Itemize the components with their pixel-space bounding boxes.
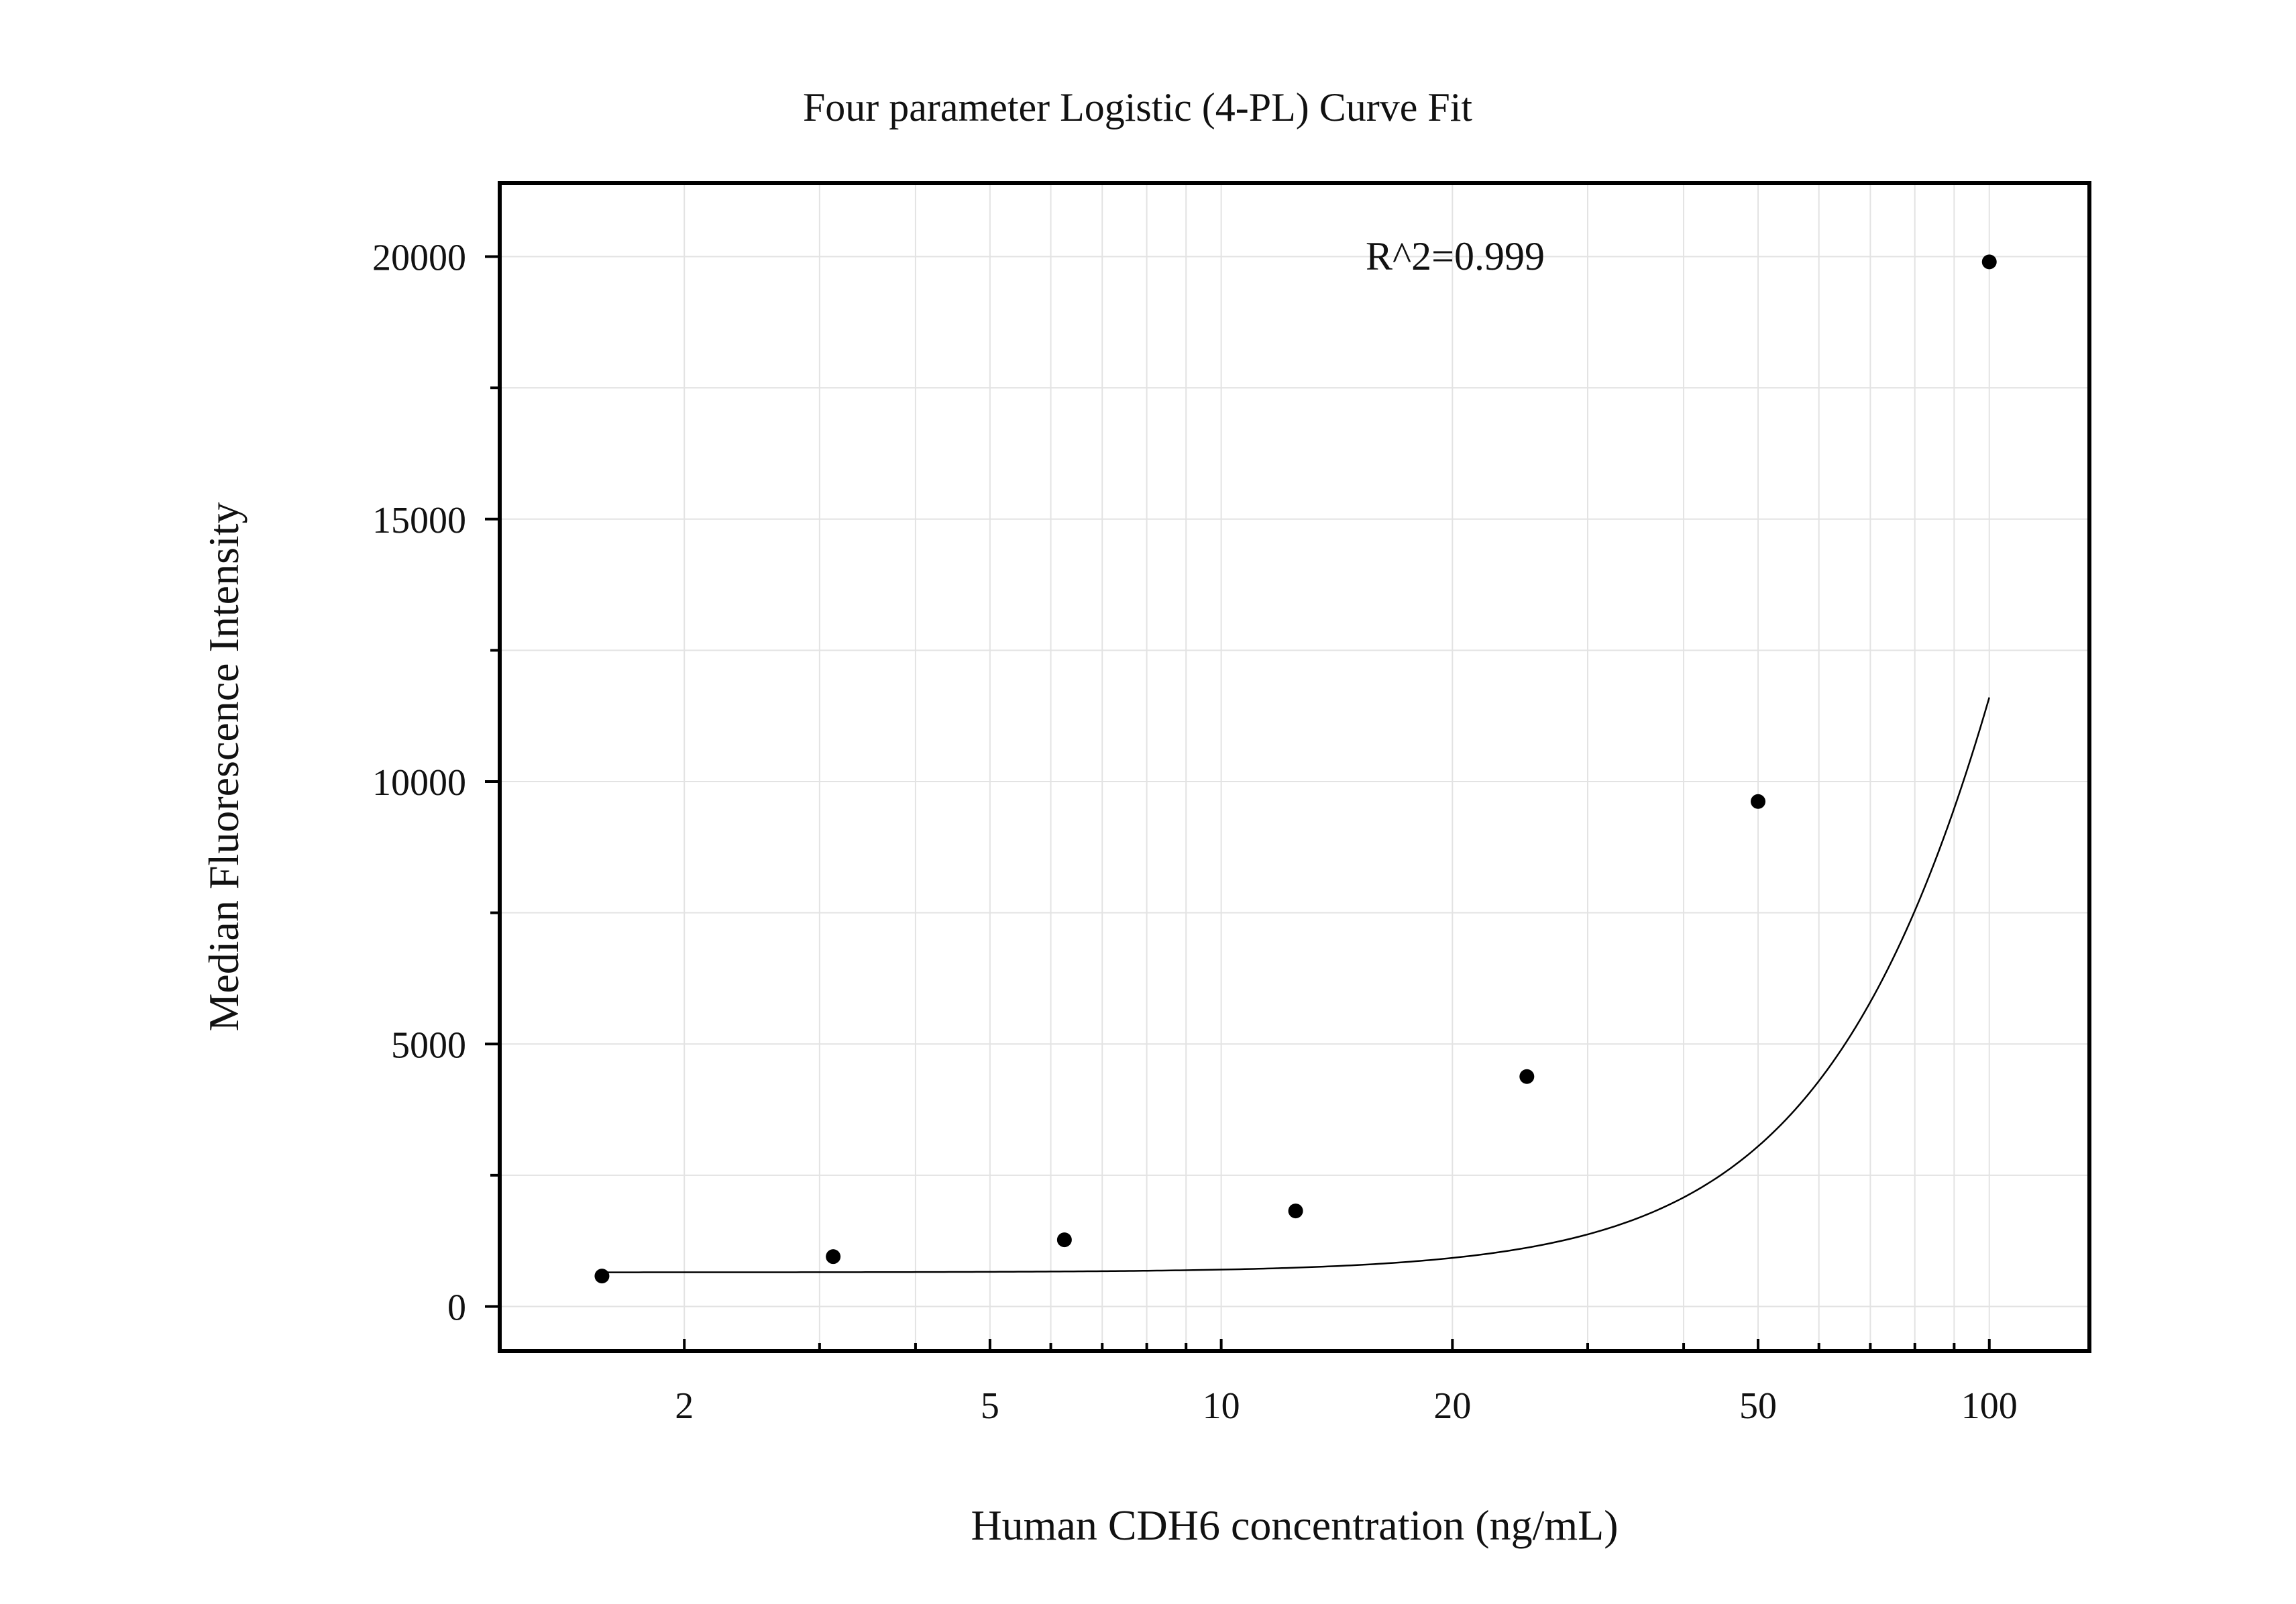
data-point xyxy=(594,1269,610,1284)
grid-layer xyxy=(500,183,2089,1351)
x-tick-label: 20 xyxy=(1433,1385,1471,1427)
x-tick-label: 2 xyxy=(675,1385,694,1427)
y-tick-labels: 0 5000 10000 15000 20000 xyxy=(372,237,466,1329)
x-tick-label: 10 xyxy=(1203,1385,1240,1427)
x-axis-label: Human CDH6 concentration (ng/mL) xyxy=(971,1501,1618,1549)
r-squared-annotation: R^2=0.999 xyxy=(1366,234,1545,278)
y-tick-label: 5000 xyxy=(391,1024,466,1066)
x-tick-label: 50 xyxy=(1739,1385,1777,1427)
plot-frame xyxy=(498,181,2091,1353)
chart-title: Four parameter Logistic (4-PL) Curve Fit xyxy=(803,85,1472,129)
data-point xyxy=(1981,254,1997,270)
y-tick-label: 15000 xyxy=(372,500,466,541)
fit-curve-layer xyxy=(602,697,1990,1273)
y-tick-label: 0 xyxy=(447,1287,466,1328)
fit-curve-line xyxy=(602,697,1990,1273)
y-axis-label: Median Fluorescence Intensity xyxy=(200,502,248,1031)
data-point xyxy=(1056,1232,1072,1248)
x-tick-label: 5 xyxy=(981,1385,999,1427)
data-point xyxy=(1288,1204,1303,1219)
y-tick-label: 10000 xyxy=(372,762,466,804)
y-tick-label: 20000 xyxy=(372,237,466,279)
ticks-layer xyxy=(485,255,1991,1351)
data-point xyxy=(1519,1069,1535,1084)
x-tick-label: 100 xyxy=(1961,1385,2018,1427)
data-point xyxy=(1751,794,1766,809)
x-tick-labels: 2 5 10 20 50 100 xyxy=(675,1385,2018,1427)
data-points-layer xyxy=(594,254,1997,1284)
data-point xyxy=(826,1249,841,1265)
